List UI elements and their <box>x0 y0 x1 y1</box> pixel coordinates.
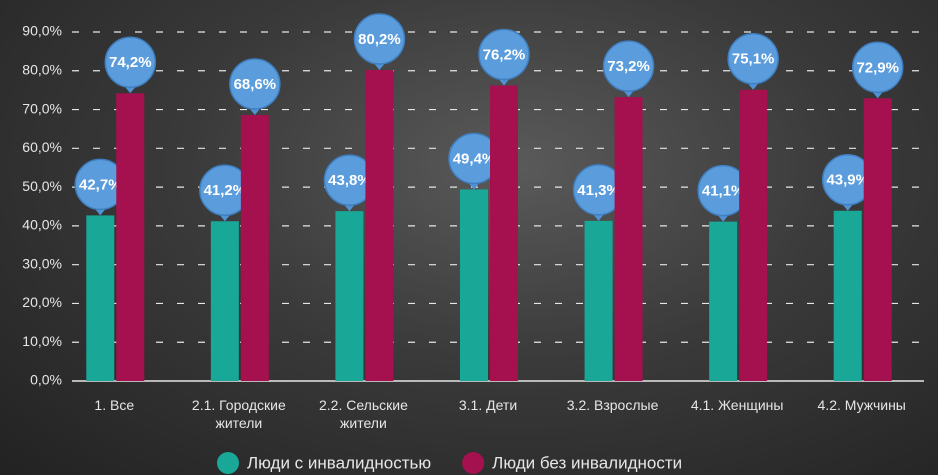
value-label: 73,2% <box>607 58 650 75</box>
y-tick-label: 90,0% <box>22 23 62 39</box>
value-label: 76,2% <box>483 46 526 63</box>
value-bubble: 73,2% <box>604 41 654 97</box>
chart: 0,0% 10,0% 20,0% 30,0% 40,0% 50,0% 60,0% 70,0% 8… <box>0 0 938 475</box>
legend-label: Люди с инвалидностью <box>247 453 431 472</box>
y-tick-label: 0,0% <box>30 372 62 388</box>
bar <box>460 189 488 381</box>
value-bubble: 75,1% <box>728 34 778 90</box>
value-label: 43,9% <box>826 172 869 189</box>
value-label: 74,2% <box>109 54 152 71</box>
value-bubble: 72,9% <box>853 42 903 98</box>
bar <box>365 70 393 381</box>
x-tick-label: 4.1. Женщины <box>678 396 796 414</box>
bar <box>615 97 643 381</box>
bar <box>739 90 767 381</box>
value-label: 41,2% <box>204 182 247 199</box>
value-label: 41,1% <box>702 183 745 200</box>
value-label: 43,8% <box>328 172 371 189</box>
x-tick-label: 2.2. Сельские жители <box>304 396 422 432</box>
y-tick-label: 20,0% <box>22 294 62 310</box>
y-tick-label: 80,0% <box>22 61 62 77</box>
y-tick-label: 40,0% <box>22 217 62 233</box>
y-tick-label: 60,0% <box>22 139 62 155</box>
value-label: 41,3% <box>577 182 620 199</box>
bar <box>490 86 518 381</box>
legend-marker <box>462 452 484 474</box>
value-label: 68,6% <box>234 76 277 93</box>
x-tick-label: 3.2. Взрослые <box>554 396 672 414</box>
value-bubble: 74,2% <box>105 37 155 93</box>
bar <box>864 98 892 381</box>
x-tick-label: 3.1. Дети <box>429 396 547 414</box>
bar <box>709 222 737 381</box>
legend-label: Люди без инвалидности <box>492 453 682 472</box>
value-bubble: 68,6% <box>230 59 280 115</box>
bar <box>86 215 114 381</box>
y-tick-label: 10,0% <box>22 333 62 349</box>
bar <box>585 221 613 381</box>
x-tick-label: 2.1. Городские жители <box>180 396 298 432</box>
bar <box>211 221 239 381</box>
value-bubble: 80,2% <box>354 14 404 70</box>
y-tick-label: 70,0% <box>22 100 62 116</box>
bar <box>241 115 269 381</box>
value-bubble: 76,2% <box>479 30 529 86</box>
legend-marker <box>217 452 239 474</box>
y-tick-label: 30,0% <box>22 255 62 271</box>
value-label: 49,4% <box>453 150 496 167</box>
value-label: 42,7% <box>79 176 122 193</box>
value-label: 80,2% <box>358 31 401 48</box>
value-label: 72,9% <box>856 59 899 76</box>
bar <box>834 211 862 381</box>
value-label: 75,1% <box>732 51 775 68</box>
bar <box>335 211 363 381</box>
y-tick-label: 50,0% <box>22 178 62 194</box>
x-tick-label: 4.2. Мужчины <box>803 396 921 414</box>
x-tick-label: 1. Все <box>55 396 173 414</box>
bar <box>116 93 144 381</box>
